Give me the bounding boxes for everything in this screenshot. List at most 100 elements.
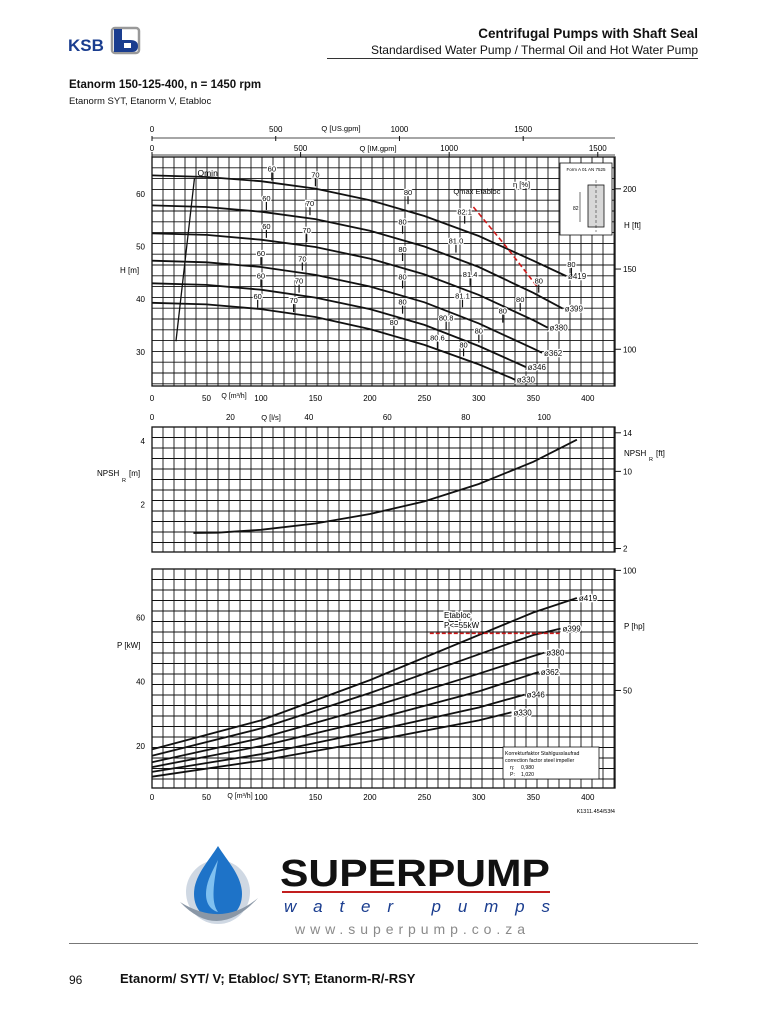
head-curve-0 <box>151 174 567 277</box>
npsh-x-tick-label: 40 <box>304 413 313 422</box>
head-ft-tick-label: 100 <box>623 345 637 354</box>
head-x-tick-label: 300 <box>472 394 486 403</box>
power-curve-5 <box>151 711 512 778</box>
header-title: Centrifugal Pumps with Shaft Seal <box>478 26 698 41</box>
head-x-tick-label: 350 <box>527 394 541 403</box>
power-x-tick-label: 400 <box>581 793 595 802</box>
head-y-axis-label: H [m] <box>120 266 139 275</box>
head-x-tick-label: 50 <box>202 394 211 403</box>
head-curve-1 <box>151 204 564 310</box>
npsh-curve-0 <box>193 438 578 534</box>
head-curve-5 <box>151 301 516 381</box>
power-y-axis-label: P [kW] <box>117 641 140 650</box>
efficiency-label: 60 <box>268 164 276 173</box>
header-divider <box>327 58 698 59</box>
npsh-x-tick-label: 100 <box>538 413 552 422</box>
drawing-number: K1311.454/53f4 <box>577 809 615 815</box>
power-x-tick-label: 0 <box>150 793 155 802</box>
brand-url: www.superpump.co.za <box>294 921 525 937</box>
npsh-ft-tick-label: 14 <box>623 429 632 438</box>
brand-name: SUPERPUMP <box>280 853 550 895</box>
efficiency-label: 70 <box>289 296 297 305</box>
npsh-x-tick-label: 80 <box>461 413 470 422</box>
power-y-tick-label: 40 <box>136 678 145 687</box>
power-y-tick-label: 60 <box>136 613 145 622</box>
head-x-axis-label: Q [m³/h] <box>221 393 246 400</box>
efficiency-label: 70 <box>303 226 311 235</box>
us-gpm-tick-label: 1000 <box>391 125 409 134</box>
head-ft-axis-label: H [ft] <box>624 221 641 230</box>
power-x-tick-label: 250 <box>418 793 432 802</box>
npsh-frame <box>151 426 616 553</box>
efficiency-label: 80 <box>567 260 575 269</box>
npsh-y-axis-subscript: R <box>122 478 126 484</box>
power-curve-4 <box>151 693 525 773</box>
power-curve-label: ø330 <box>514 708 533 717</box>
head-x-tick-label: 150 <box>309 394 323 403</box>
power-x-axis-label: Q [m³/h] <box>227 793 252 800</box>
efficiency-label: 80.8 <box>439 313 454 322</box>
efficiency-label: 80 <box>535 277 543 286</box>
npsh-y-tick-label: 2 <box>141 501 146 510</box>
power-curve-label: ø380 <box>546 649 565 658</box>
efficiency-label: 80 <box>516 295 524 304</box>
head-ft-tick-label: 200 <box>623 185 637 194</box>
head-curve-label: ø399 <box>565 305 584 314</box>
power-hp-axis-label: P [hp] <box>624 622 645 631</box>
head-ft-tick-label: 150 <box>623 265 637 274</box>
efficiency-label: 60 <box>262 194 270 203</box>
efficiency-label: 70 <box>298 254 306 263</box>
efficiency-label: 80 <box>499 307 507 316</box>
efficiency-label: 81.0 <box>449 237 464 246</box>
npsh-ft-axis-unit: [ft] <box>656 449 665 458</box>
ksb-logo-text: KSB <box>68 36 104 55</box>
efficiency-axis-label: η [%] <box>513 180 530 189</box>
im-gpm-tick-label: 1500 <box>589 144 607 153</box>
npsh-x-axis-label: Q [l/s] <box>261 413 281 422</box>
im-gpm-axis-label: Q [IM.gpm] <box>359 144 396 153</box>
us-gpm-axis-label: Q [US.gpm] <box>321 124 360 133</box>
power-curve-0 <box>151 597 578 751</box>
qmax-etabloc-line <box>472 206 540 290</box>
power-curve-label: ø399 <box>563 625 582 634</box>
im-gpm-tick-label: 1000 <box>440 144 458 153</box>
water-drop-icon <box>180 846 258 924</box>
head-x-tick-label: 0 <box>150 394 155 403</box>
power-frame <box>151 568 616 789</box>
power-curve-2 <box>151 651 545 764</box>
efficiency-label: 80.6 <box>430 333 445 342</box>
power-x-tick-label: 50 <box>202 793 211 802</box>
power-curve-label: ø346 <box>527 691 546 700</box>
correction-p-symbol: P: <box>510 772 515 778</box>
efficiency-label: 70 <box>306 199 314 208</box>
power-curve-label: ø362 <box>541 668 560 677</box>
head-frame <box>151 156 616 387</box>
head-y-tick-label: 40 <box>136 295 145 304</box>
qmin-label: Qmin <box>197 168 218 178</box>
head-x-tick-label: 200 <box>363 394 377 403</box>
power-hp-tick-label: 100 <box>623 566 637 575</box>
footer-divider <box>69 943 698 944</box>
correction-p-value: 1,020 <box>521 772 534 778</box>
efficiency-label: 60 <box>262 222 270 231</box>
head-y-tick-label: 60 <box>136 190 145 199</box>
us-gpm-tick-label: 1500 <box>514 125 532 134</box>
npsh-x-tick-label: 60 <box>383 413 392 422</box>
head-y-tick-label: 30 <box>136 348 145 357</box>
efficiency-label: 80 <box>398 245 406 254</box>
head-curve-label: ø330 <box>517 376 536 385</box>
head-curve-label: ø346 <box>528 363 547 372</box>
correction-note-box <box>502 746 600 780</box>
efficiency-label: 82.1 <box>457 208 472 217</box>
head-x-tick-label: 400 <box>581 394 595 403</box>
power-x-tick-label: 100 <box>254 793 268 802</box>
efficiency-label: 70 <box>311 170 319 179</box>
impeller-inset-note: Form A 01 AN 7525 <box>566 167 606 172</box>
correction-note-en: correction factor steel impeller <box>505 758 574 764</box>
etabloc-limit-label: P<=55kW <box>444 621 480 630</box>
correction-eta-symbol: η: <box>510 765 514 771</box>
power-curve-label: ø419 <box>579 594 598 603</box>
head-curve-label: ø362 <box>544 349 563 358</box>
head-x-tick-label: 100 <box>254 394 268 403</box>
npsh-x-tick-label: 0 <box>150 413 155 422</box>
